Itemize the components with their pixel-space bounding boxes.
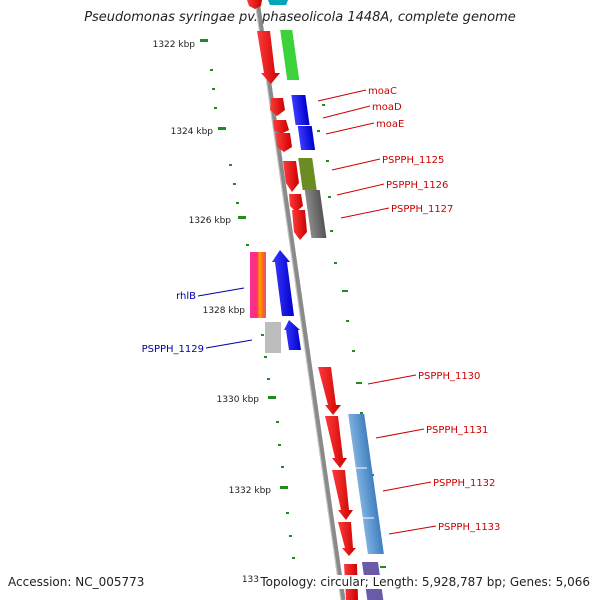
genome-summary-text: Topology: circular; Length: 5,928,787 bp…: [260, 575, 590, 589]
gene-label-PSPPH-1133: PSPPH_1133: [438, 522, 500, 533]
gene-feature-red: [332, 470, 353, 520]
cog-feature-cyan: [268, 0, 288, 5]
leader-lines: [197, 89, 437, 535]
gene-feature-red: [325, 416, 347, 468]
gene-label-moaC: moaC: [368, 86, 397, 97]
cog-feature-steelblue: [348, 414, 384, 554]
map-title: Pseudomonas syringae pv. phaseolicola 14…: [84, 10, 516, 25]
gene-label-PSPPH-1127: PSPPH_1127: [391, 204, 453, 215]
gene-feature-red: [247, 0, 262, 9]
kbp-label: 133: [242, 575, 259, 585]
gene-label-PSPPH-1125: PSPPH_1125: [382, 155, 444, 166]
gene-feature-rhlB-cog: [250, 252, 266, 318]
genome-backbone: [254, 0, 346, 600]
gene-label-PSPPH-1126: PSPPH_1126: [386, 180, 448, 191]
kbp-label: 1328 kbp: [203, 306, 246, 316]
gene-feature-red: [270, 98, 285, 116]
major-tick: [280, 486, 288, 489]
gene-feature-blue-reverse: [272, 250, 294, 316]
kbp-label: 1326 kbp: [189, 216, 232, 226]
cog-feature-grey: [304, 190, 327, 238]
cog-feature-blue: [297, 126, 316, 150]
kbp-label: 1322 kbp: [153, 40, 196, 50]
cog-feature-lightgrey: [265, 322, 281, 353]
gene-label-moaD: moaD: [372, 102, 402, 113]
gene-feature-red: [289, 194, 303, 212]
gene-feature-red: [283, 161, 299, 192]
kbp-label: 1332 kbp: [229, 486, 272, 496]
major-tick: [200, 39, 208, 42]
gene-label-PSPPH-1130: PSPPH_1130: [418, 371, 480, 382]
gene-label-PSPPH-1131: PSPPH_1131: [426, 425, 488, 436]
major-tick: [268, 396, 276, 399]
cog-feature-green: [280, 30, 300, 80]
gene-feature-blue-reverse: [284, 320, 301, 350]
kbp-label: 1324 kbp: [171, 127, 214, 137]
gene-label-PSPPH-1132: PSPPH_1132: [433, 478, 495, 489]
gene-feature-red: [276, 133, 292, 152]
gene-feature-red: [338, 522, 356, 556]
major-tick: [238, 216, 246, 219]
cog-feature-olive: [298, 158, 317, 190]
gene-feature-red: [318, 367, 341, 415]
accession-text: Accession: NC_005773: [8, 575, 145, 589]
gene-label-PSPPH-1129: PSPPH_1129: [142, 344, 204, 355]
gene-label-rhlB: rhlB: [176, 291, 196, 302]
cog-feature-blue: [291, 95, 310, 125]
gene-feature-red: [273, 120, 289, 134]
gene-labels: moaC moaD moaE PSPPH_1125 PSPPH_1126 PSP…: [142, 86, 501, 533]
gene-feature-red: [257, 31, 280, 84]
gene-feature-red: [292, 210, 307, 240]
kbp-label: 1330 kbp: [217, 395, 260, 405]
major-tick: [218, 127, 226, 130]
gene-label-moaE: moaE: [376, 119, 404, 130]
